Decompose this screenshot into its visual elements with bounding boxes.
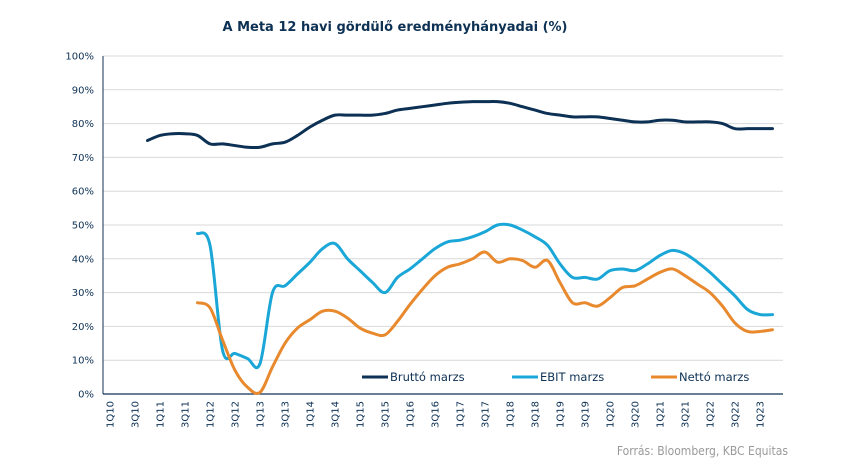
x-tick-label: 3Q13 (281, 401, 292, 428)
y-tick-label: 60% (72, 187, 94, 198)
x-tick-label: 1Q17 (456, 401, 467, 428)
legend-label: Bruttó marzs (390, 370, 465, 384)
y-tick-label: 100% (65, 52, 94, 63)
y-tick-label: 10% (72, 356, 94, 367)
x-tick-label: 3Q16 (431, 401, 442, 428)
legend-label: Nettó marzs (679, 370, 749, 384)
y-tick-label: 40% (72, 254, 94, 265)
x-tick-label: 3Q17 (481, 401, 492, 428)
x-tick-label: 3Q14 (331, 401, 342, 428)
x-tick-label: 1Q13 (256, 401, 267, 428)
x-tick-label: 1Q19 (556, 401, 567, 428)
x-tick-label: 3Q12 (231, 401, 242, 428)
legend-label: EBIT marzs (540, 370, 604, 384)
x-tick-label: 1Q21 (656, 401, 667, 428)
y-tick-label: 30% (72, 288, 94, 299)
chart-title: A Meta 12 havi gördülő eredményhányadai … (222, 20, 568, 35)
x-tick-label: 3Q11 (181, 401, 192, 428)
x-tick-label: 1Q14 (306, 401, 317, 428)
source-note: Forrás: Bloomberg, KBC Equitas (616, 444, 788, 458)
x-tick-label: 3Q19 (581, 401, 592, 428)
x-tick-label: 1Q10 (106, 401, 117, 428)
x-tick-label: 3Q10 (131, 401, 142, 428)
x-tick-label: 3Q15 (381, 401, 392, 428)
x-tick-label: 1Q20 (606, 401, 617, 428)
series-line-brutto (146, 100, 774, 150)
y-tick-label: 80% (72, 119, 94, 130)
y-tick-label: 90% (72, 85, 94, 96)
x-tick-label: 1Q22 (706, 401, 717, 428)
x-tick-label: 3Q22 (731, 401, 742, 428)
x-tick-label: 1Q12 (206, 401, 217, 428)
x-tick-label: 3Q20 (631, 401, 642, 428)
y-tick-label: 20% (72, 322, 94, 333)
x-tick-label: 1Q23 (756, 401, 767, 428)
series-line-netto (196, 250, 774, 395)
x-tick-label: 1Q16 (406, 401, 417, 428)
x-tick-label: 1Q15 (356, 401, 367, 428)
y-tick-label: 50% (72, 221, 94, 232)
y-tick-label: 0% (78, 390, 94, 401)
y-tick-label: 70% (72, 153, 94, 164)
x-tick-label: 1Q18 (506, 401, 517, 428)
x-tick-label: 1Q11 (156, 401, 167, 428)
x-tick-label: 3Q21 (681, 401, 692, 428)
series-line-ebit (196, 222, 774, 370)
x-tick-label: 3Q18 (531, 401, 542, 428)
